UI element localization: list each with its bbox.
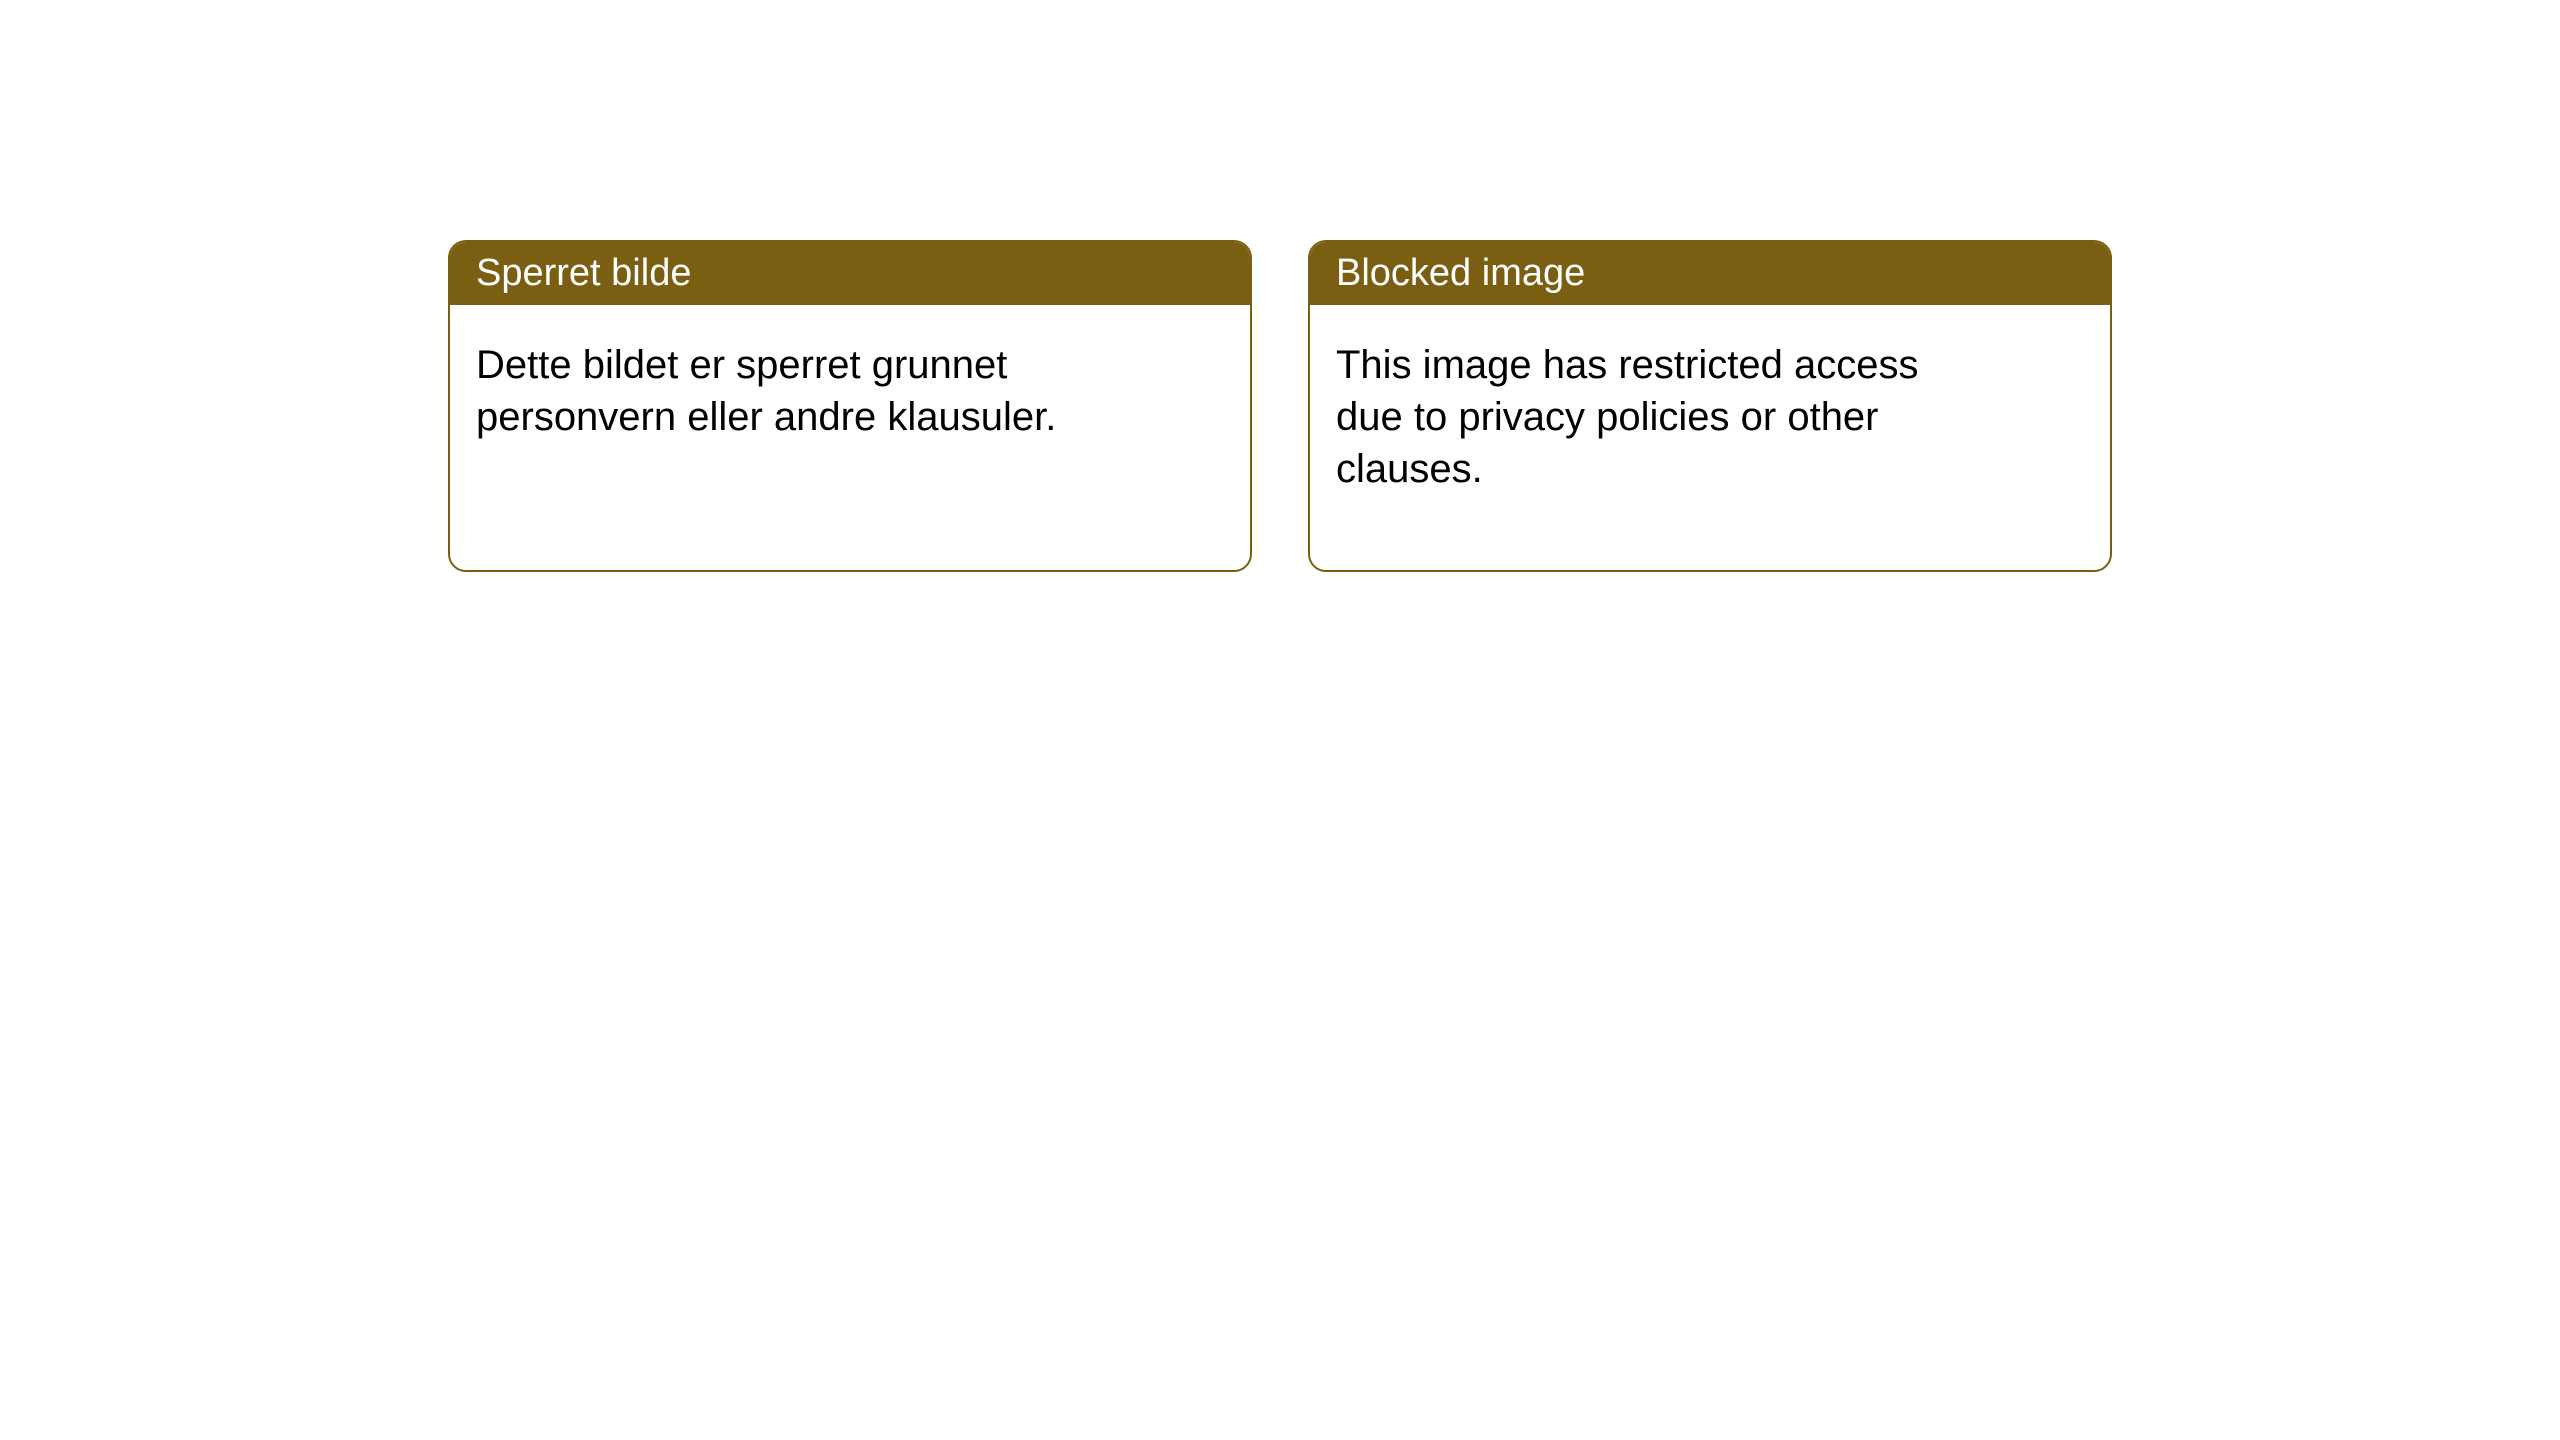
notice-body: Dette bildet er sperret grunnet personve… — [450, 305, 1150, 477]
notice-box-norwegian: Sperret bilde Dette bildet er sperret gr… — [448, 240, 1252, 572]
notice-header: Blocked image — [1310, 242, 2110, 305]
notice-body-text: Dette bildet er sperret grunnet personve… — [476, 343, 1056, 439]
notice-body-text: This image has restricted access due to … — [1336, 343, 1918, 491]
notice-header: Sperret bilde — [450, 242, 1250, 305]
notice-title: Sperret bilde — [476, 252, 691, 294]
notice-container: Sperret bilde Dette bildet er sperret gr… — [448, 240, 2112, 572]
notice-box-english: Blocked image This image has restricted … — [1308, 240, 2112, 572]
notice-body: This image has restricted access due to … — [1310, 305, 2010, 529]
notice-title: Blocked image — [1336, 252, 1585, 294]
